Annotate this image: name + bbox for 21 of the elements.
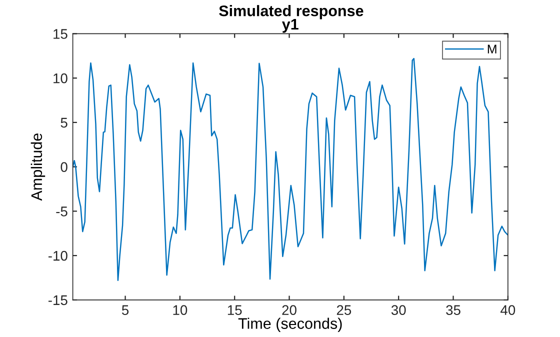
x-tick-label: 15 — [228, 305, 242, 315]
chart-title: Simulated response — [219, 5, 364, 20]
chart-subtitle: y1 — [282, 19, 298, 33]
x-tick-label: 20 — [282, 305, 296, 315]
x-tick-label: 35 — [446, 305, 460, 315]
line-series — [72, 58, 508, 282]
x-tick-label: 5 — [122, 305, 129, 315]
y-axis-title: Amplitude — [30, 134, 46, 201]
y-tick-label: 15 — [54, 29, 68, 39]
legend-label: M — [488, 44, 496, 54]
x-axis-title: Time (seconds) — [238, 318, 342, 332]
x-tick-label: 30 — [391, 305, 406, 315]
x-tick-label: 10 — [173, 305, 188, 315]
y-tick-label: -5 — [56, 206, 68, 216]
y-tick-label: -10 — [48, 250, 68, 261]
x-tick-label: 25 — [336, 305, 352, 315]
y-tick-label: 5 — [60, 118, 68, 128]
y-tick-label: -15 — [48, 295, 68, 306]
x-tick-label: 40 — [500, 305, 516, 315]
y-tick-label: 0 — [60, 162, 68, 172]
y-tick-label: 10 — [54, 73, 68, 84]
